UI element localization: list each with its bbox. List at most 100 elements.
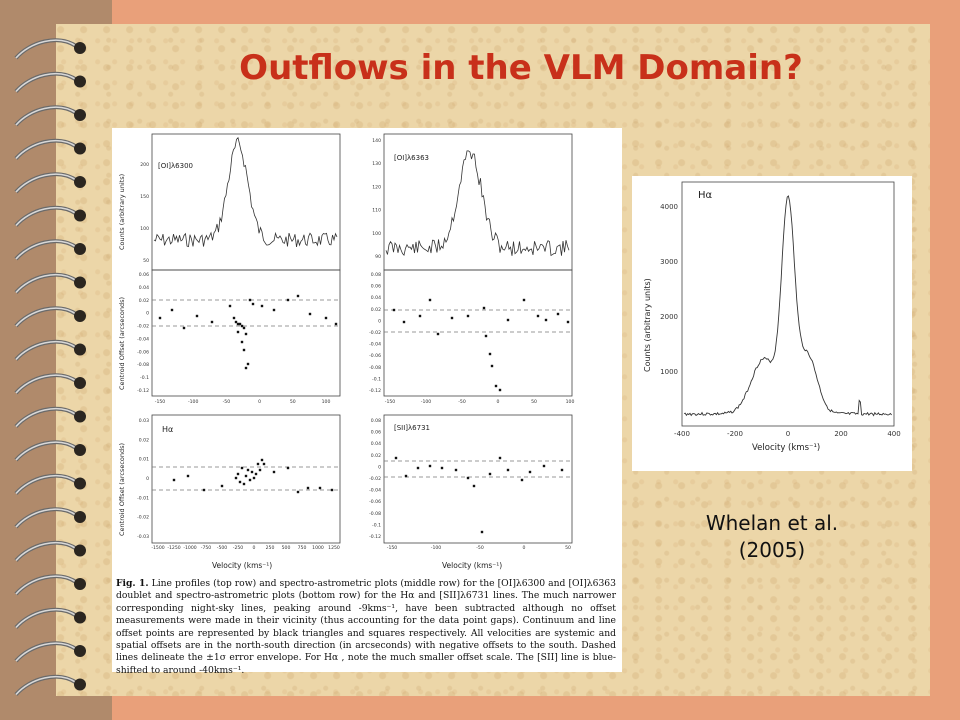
y-tick-label: -0.08: [369, 365, 381, 371]
offset-point: [256, 462, 260, 466]
panel-oi6363-offset-frame: [383, 269, 573, 397]
offset-point: [210, 320, 214, 324]
offset-point: [454, 468, 458, 472]
x-tick-label: -500: [217, 545, 228, 551]
offset-point: [242, 326, 246, 330]
right-plot-label: Hα: [698, 190, 713, 201]
offset-point: [238, 322, 242, 326]
y-tick-label: -0.02: [369, 476, 381, 482]
spectrum-halpha: [683, 195, 892, 417]
offset-point: [418, 314, 422, 318]
offset-point: [392, 308, 396, 312]
x-tick-label: -150: [385, 399, 396, 405]
x-tick-label: -150: [387, 545, 398, 551]
y-tick-label: 0.08: [371, 272, 381, 278]
offset-point: [244, 332, 248, 336]
y-tick-label: -0.04: [137, 336, 149, 342]
offset-point: [330, 488, 334, 492]
right-plot-frame: [681, 181, 895, 427]
offset-point: [242, 348, 246, 352]
binding-ring: [14, 507, 86, 529]
x-tick-label: -50: [476, 545, 484, 551]
binding-ring: [14, 38, 86, 60]
offset-point: [240, 340, 244, 344]
y-tick-label: -0.1: [372, 376, 381, 382]
ylabel-offset-bottom: Centroid Offset (arcseconds): [118, 443, 126, 536]
x-tick-label: 1250: [328, 545, 340, 551]
offset-point: [260, 304, 264, 308]
offset-point: [252, 476, 256, 480]
offset-point: [334, 322, 338, 326]
offset-point: [234, 476, 238, 480]
spectrum-oi6300: [153, 136, 338, 248]
offset-point: [172, 478, 176, 482]
y-tick-label: 0.02: [139, 298, 149, 304]
offset-point: [234, 320, 238, 324]
offset-point: [250, 470, 254, 474]
panel-label-oi6300: [OI]λ6300: [158, 162, 193, 170]
y-tick-label: -0.1: [140, 375, 149, 381]
y-tick-label: 200: [140, 162, 149, 168]
x-tick-label: -750: [201, 545, 212, 551]
x-tick-label: 100: [566, 399, 575, 405]
offset-point: [482, 306, 486, 310]
binding-ring: [14, 306, 86, 328]
offset-point: [394, 456, 398, 460]
binding-ring: [14, 674, 86, 696]
x-tick-label: 250: [266, 545, 275, 551]
y-tick-label: 110: [372, 208, 381, 214]
right-plot-ylabel: Counts (arbitrary units): [643, 278, 652, 372]
offset-point: [488, 472, 492, 476]
x-tick-label: 50: [290, 399, 296, 405]
panel-ha-offset-frame: [151, 414, 341, 544]
x-tick-label: 750: [298, 545, 307, 551]
panel-sii-offset-frame: [383, 414, 573, 544]
offset-point: [286, 298, 290, 302]
offset-point: [566, 320, 570, 324]
offset-point: [542, 464, 546, 468]
x-tick-label: -50: [458, 399, 466, 405]
panel-oi6300-frame: [151, 133, 341, 271]
left-figure-plots: [OI]λ6300 [OI]λ6363 Hα [SII]λ6731 Counts…: [118, 133, 574, 570]
offset-point: [498, 388, 502, 392]
x-tick-label: 200: [834, 430, 847, 438]
offset-point: [318, 486, 322, 490]
y-tick-label: -0.02: [369, 330, 381, 336]
binding-ring: [14, 172, 86, 194]
offset-point: [242, 482, 246, 486]
offset-point: [296, 294, 300, 298]
y-tick-label: 120: [372, 184, 381, 190]
y-tick-label: 2000: [660, 313, 678, 321]
x-tick-label: -100: [421, 399, 432, 405]
y-tick-label: -0.02: [137, 324, 149, 330]
offset-point: [484, 334, 488, 338]
y-tick-label: 0.06: [139, 272, 149, 278]
right-plot-ticks: 4000 3000 2000 1000 -400 -200 0 200 400: [660, 203, 901, 438]
offset-point: [236, 472, 240, 476]
x-tick-label: -250: [233, 545, 244, 551]
binding-ring: [14, 540, 86, 562]
offset-point: [490, 364, 494, 368]
offset-point: [228, 304, 232, 308]
binding-ring: [14, 272, 86, 294]
y-tick-label: 50: [143, 258, 149, 264]
offset-point: [506, 318, 510, 322]
ylabel-offset-mid: Centroid Offset (arcseconds): [118, 297, 126, 390]
y-tick-label: -0.12: [137, 388, 149, 394]
x-tick-label: 50: [531, 399, 537, 405]
x-tick-label: -50: [223, 399, 231, 405]
offset-point: [528, 470, 532, 474]
offset-point: [220, 484, 224, 488]
x-tick-label: 400: [887, 430, 900, 438]
offset-point: [416, 466, 420, 470]
y-tick-label: 90: [375, 254, 381, 260]
figure-caption: Fig. 1. Line profiles (top row) and spec…: [116, 578, 616, 677]
offset-point: [440, 466, 444, 470]
y-tick-label: 100: [372, 231, 381, 237]
y-tick-label: -0.06: [369, 499, 381, 505]
offset-point: [556, 312, 560, 316]
left-figure-ticks: 200 150 100 50 140 130 120 110 100 90 0.06 0.04 0.02…: [137, 138, 574, 551]
x-tick-label: -100: [431, 545, 442, 551]
x-tick-label: 1000: [312, 545, 324, 551]
binding-ring: [14, 473, 86, 495]
